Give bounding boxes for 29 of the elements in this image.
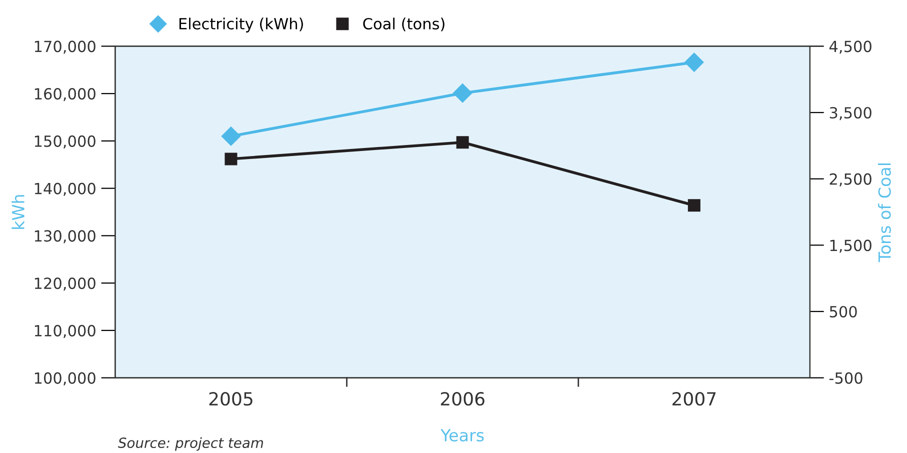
y-tick-label: 140,000 bbox=[34, 182, 96, 196]
y-tick-label: 130,000 bbox=[34, 230, 96, 244]
y2-tick-label: 2,500 bbox=[830, 173, 872, 186]
x-tick-label: 2005 bbox=[209, 392, 252, 406]
point bbox=[224, 152, 238, 166]
x-tick-label: 2006 bbox=[440, 392, 484, 406]
y-tick-label: 160,000 bbox=[34, 88, 96, 102]
y-tick-label: 150,000 bbox=[34, 135, 96, 149]
y-tick-label: 100,000 bbox=[34, 372, 96, 386]
x-axis-title: Years bbox=[440, 429, 484, 442]
y-axis-title: kWh bbox=[12, 195, 24, 229]
y2-tick-label: 4,500 bbox=[829, 40, 872, 54]
point bbox=[688, 199, 700, 212]
legend-label: Electricity (kWh) bbox=[179, 18, 303, 32]
source-note: Source: project team bbox=[118, 437, 264, 451]
y2-tick-label: 3,500 bbox=[830, 106, 872, 120]
point bbox=[684, 52, 704, 72]
y2-tick-label: 1,500 bbox=[830, 240, 872, 253]
y2-tick-label: 500 bbox=[830, 306, 857, 318]
y-tick-label: 110,000 bbox=[34, 324, 96, 338]
legend-label: Coal (tons) bbox=[363, 18, 444, 32]
y2-axis-title: Tons of Coal bbox=[878, 164, 891, 262]
point bbox=[453, 84, 472, 103]
y2-tick-label: -500 bbox=[829, 372, 862, 384]
y-tick-label: 120,000 bbox=[34, 278, 96, 291]
point bbox=[456, 136, 469, 149]
x-tick-label: 2007 bbox=[672, 392, 716, 406]
y-tick-label: 170,000 bbox=[34, 40, 96, 54]
point bbox=[221, 126, 241, 146]
